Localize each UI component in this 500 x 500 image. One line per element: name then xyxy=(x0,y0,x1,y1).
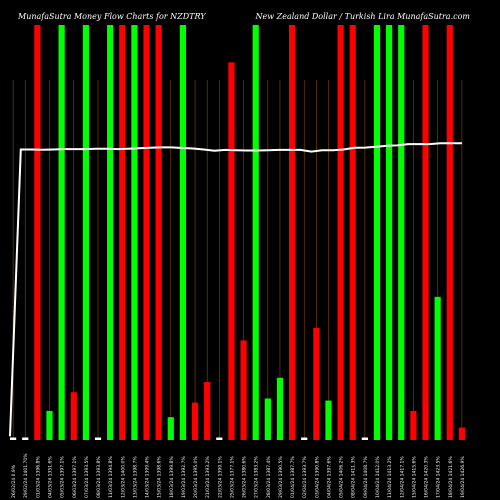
x-tick-label: 02/04/24 1393.7% xyxy=(302,456,308,498)
bar-mark xyxy=(410,410,417,440)
x-tick-label: 26/03/24 1380.6% xyxy=(242,456,248,498)
bar-mark xyxy=(94,437,102,440)
x-tick-label: 10/04/24 1412.0% xyxy=(375,456,381,498)
price-line-layer xyxy=(9,142,462,437)
x-tick-label: 01/03/24 1396.8% xyxy=(35,456,41,498)
bar-mark xyxy=(46,410,53,440)
x-tick-label: 09/04/24 1408.7% xyxy=(363,456,369,498)
bar-mark xyxy=(131,25,138,440)
x-tick-label: 04/03/24 1351.6% xyxy=(47,456,53,498)
x-label-layer: 26/02/24 0.9% 29/02/24 1401.70% 01/03/24 1… xyxy=(11,453,466,498)
bar-mark xyxy=(325,400,332,440)
x-tick-label: 22/03/24 1399.1% xyxy=(217,456,223,498)
bar-mark xyxy=(58,25,65,440)
x-tick-label: 06/03/24 1397.1% xyxy=(72,456,78,498)
x-tick-label: 05/03/24 1397.1% xyxy=(60,456,66,498)
bar-layer xyxy=(10,25,466,440)
bar-mark xyxy=(119,25,126,440)
bar-mark xyxy=(434,296,441,440)
chart-title-left: MunafaSutra Money Flow Charts for NZDTRY xyxy=(18,12,206,21)
bar-mark xyxy=(240,340,247,440)
x-tick-label: 11/03/24 1394.8% xyxy=(108,456,114,498)
x-tick-label: 05/04/24 1406.2% xyxy=(339,456,345,498)
bar-mark xyxy=(107,25,114,440)
x-tick-label: 12/03/24 1400.0% xyxy=(120,456,126,498)
x-tick-label: 21/03/24 1393.2% xyxy=(205,456,211,498)
bar-mark xyxy=(70,392,77,440)
bar-mark xyxy=(288,25,296,440)
bar-mark xyxy=(228,62,235,440)
x-tick-label: 01/04/24 1387.7% xyxy=(290,456,296,498)
x-tick-label: 07/03/24 1393.5% xyxy=(84,456,90,498)
bar-mark xyxy=(82,25,89,440)
grid-layer xyxy=(12,80,463,440)
x-tick-label: 04/04/24 1397.6% xyxy=(326,456,332,498)
x-tick-label: 12/04/24 1417.1% xyxy=(399,456,405,498)
bar-mark xyxy=(179,25,187,440)
x-tick-label: 15/03/24 1398.6% xyxy=(157,456,163,498)
bar-mark xyxy=(313,327,320,440)
x-tick-label: 19/04/24 1426.9% xyxy=(460,456,466,498)
bar-mark xyxy=(10,437,17,440)
x-tick-label: 26/02/24 0.9% xyxy=(11,464,17,498)
bar-mark xyxy=(216,437,223,440)
x-tick-label: 16/04/24 1420.3% xyxy=(424,456,430,498)
x-tick-label: 18/04/24 1421.6% xyxy=(448,456,454,498)
bar-mark xyxy=(276,377,284,440)
bar-mark xyxy=(386,25,393,440)
bar-mark xyxy=(301,437,308,440)
bar-mark xyxy=(422,25,429,440)
bar-mark xyxy=(167,417,174,440)
x-tick-label: 20/03/24 1395.0% xyxy=(193,456,199,498)
x-tick-label: 08/03/24 1393.8% xyxy=(96,456,102,498)
bar-mark xyxy=(458,427,466,440)
bar-mark xyxy=(204,381,211,440)
chart-title-right: New Zealand Dollar / Turkish Lira Munafa… xyxy=(255,12,470,21)
bar-mark xyxy=(446,25,453,440)
x-tick-label: 13/03/24 1398.7% xyxy=(132,456,138,498)
bar-mark xyxy=(361,437,368,440)
price-line xyxy=(9,142,462,437)
bar-mark xyxy=(22,437,29,440)
bar-mark xyxy=(191,402,199,440)
bar-mark xyxy=(398,25,405,440)
bar-mark xyxy=(252,25,259,440)
x-tick-label: 15/04/24 1415.6% xyxy=(411,456,417,498)
x-tick-label: 03/04/24 1390.8% xyxy=(314,456,320,498)
x-tick-label: 19/03/24 1392.7% xyxy=(181,456,187,498)
bar-mark xyxy=(34,25,41,440)
x-tick-label: 14/03/24 1399.4% xyxy=(145,456,151,498)
x-tick-label: 28/03/24 1387.4% xyxy=(266,456,272,498)
x-tick-label: 18/03/24 1399.8% xyxy=(169,456,175,498)
x-tick-label: 25/03/24 1377.1% xyxy=(229,456,235,498)
x-tick-label: 29/02/24 1401.70% xyxy=(23,453,29,498)
bar-mark xyxy=(143,25,150,440)
bar-mark xyxy=(349,25,356,440)
bar-mark xyxy=(373,25,381,440)
x-tick-label: 29/03/24 1390.5% xyxy=(278,456,284,498)
bar-mark xyxy=(337,25,344,440)
x-tick-label: 27/03/24 1383.2% xyxy=(254,456,260,498)
bar-mark xyxy=(155,25,162,440)
x-tick-label: 11/04/24 1413.2% xyxy=(387,456,393,498)
x-tick-label: 17/04/24 1423.5% xyxy=(436,456,442,498)
bar-mark xyxy=(264,398,271,440)
x-tick-label: 08/04/24 1411.3% xyxy=(351,456,357,498)
